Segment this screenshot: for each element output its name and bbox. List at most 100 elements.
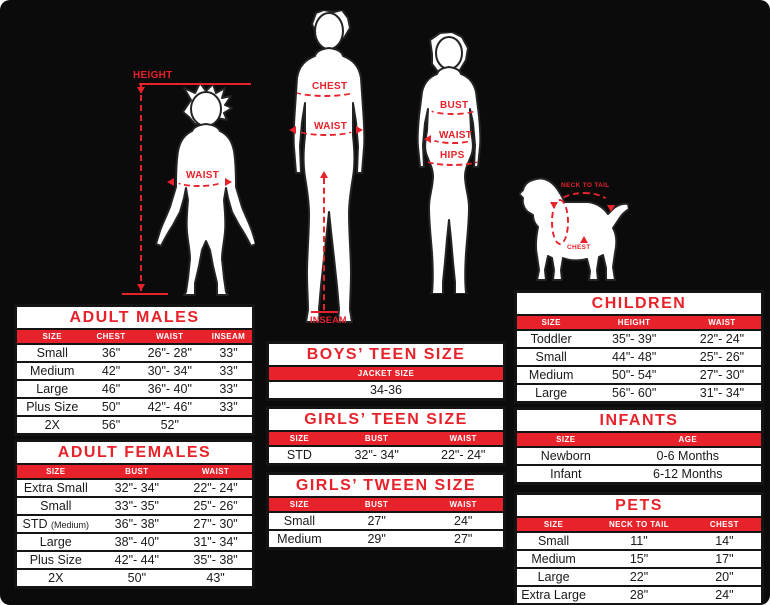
header-cell: SIZE bbox=[46, 467, 66, 476]
table-cell: Medium bbox=[531, 552, 576, 566]
table-row: Toddler 35"- 39" 22"- 24" bbox=[517, 331, 761, 349]
table-cell: Small bbox=[283, 514, 316, 528]
table-cell: 24" bbox=[715, 588, 734, 602]
table-row: Extra Small 32"- 34" 22"- 24" bbox=[17, 480, 252, 498]
table-header-row: SIZE HEIGHT WAIST bbox=[517, 316, 761, 331]
female-hips-line bbox=[424, 153, 481, 166]
header-cell: CHEST bbox=[96, 332, 126, 341]
header-cell: SIZE bbox=[289, 434, 310, 443]
table-header-row: SIZE CHEST WAIST INSEAM bbox=[17, 330, 252, 345]
table-title: ADULT MALES bbox=[17, 307, 252, 330]
table-cell: 43" bbox=[206, 571, 225, 585]
male-waist-left-arrow-icon bbox=[289, 126, 296, 134]
table-title: GIRLS’ TWEEN SIZE bbox=[269, 475, 503, 498]
table-cell: 25"- 26" bbox=[193, 499, 238, 513]
table-cell: Small bbox=[40, 499, 72, 513]
table-cell: 46" bbox=[101, 382, 121, 396]
header-cell: HEIGHT bbox=[617, 318, 651, 327]
table-cell: Large bbox=[39, 535, 72, 549]
header-cell: WAIST bbox=[449, 434, 477, 443]
dog-tail-arrow-icon bbox=[607, 205, 615, 212]
header-cell: SIZE bbox=[556, 435, 576, 444]
adult-male-silhouette bbox=[292, 10, 366, 323]
header-cell: WAIST bbox=[449, 500, 477, 509]
table-cell: 50" bbox=[127, 571, 147, 585]
header-cell: WAIST bbox=[201, 467, 230, 476]
table-row: Plus Size 42"- 44" 35"- 38" bbox=[17, 552, 252, 570]
table-row: 2X 56" 52" bbox=[17, 417, 252, 433]
header-cell: WAIST bbox=[708, 318, 736, 327]
table-header-row: SIZE BUST WAIST bbox=[269, 498, 503, 513]
pets-table: PETS SIZE NECK TO TAIL CHEST Small 11" 14" Medi… bbox=[514, 492, 764, 605]
table-cell-note: (Medium) bbox=[51, 520, 90, 530]
header-cell: JACKET SIZE bbox=[357, 369, 415, 378]
dog-neck-to-tail-label: NECK TO TAIL bbox=[561, 182, 610, 189]
table-row: Medium 42" 30"- 34" 33" bbox=[17, 363, 252, 381]
table-header-row: SIZE BUST WAIST bbox=[17, 465, 252, 480]
table-cell: 32"- 34" bbox=[114, 481, 159, 495]
header-cell: SIZE bbox=[541, 318, 561, 327]
table-cell: 36" bbox=[101, 346, 121, 360]
table-cell: 27"- 30" bbox=[193, 517, 238, 531]
table-cell: 22"- 24" bbox=[441, 448, 486, 462]
table-title: ADULT FEMALES bbox=[17, 442, 252, 465]
table-cell: Medium bbox=[528, 368, 574, 382]
male-inseam-top-arrow-icon bbox=[320, 171, 328, 178]
table-cell: Toddler bbox=[530, 332, 572, 346]
table-cell: 33" bbox=[219, 400, 238, 414]
table-row: 2X 50" 43" bbox=[17, 570, 252, 586]
table-cell: Plus Size bbox=[26, 400, 79, 414]
dog-chest-label: CHEST bbox=[567, 244, 591, 251]
table-title: BOYS’ TEEN SIZE bbox=[269, 344, 503, 367]
table-cell: 42"- 46" bbox=[147, 400, 192, 414]
table-cell: Small bbox=[535, 350, 567, 364]
table-title: PETS bbox=[517, 495, 761, 518]
table-cell: 11" bbox=[630, 534, 648, 548]
table-row: Small 36" 26"- 28" 33" bbox=[17, 345, 252, 363]
child-waist-left-arrow-icon bbox=[167, 178, 174, 186]
table-cell: 33" bbox=[219, 346, 238, 360]
dog-chest-line bbox=[551, 199, 569, 245]
male-waist-line bbox=[297, 124, 355, 136]
table-row: Large 22" 20" bbox=[517, 569, 761, 587]
table-cell: 27" bbox=[367, 514, 386, 528]
table-cell: 31"- 34" bbox=[699, 386, 745, 400]
table-cell: 33"- 35" bbox=[114, 499, 159, 513]
girls-tween-size-table: GIRLS’ TWEEN SIZE SIZE BUST WAIST Small 27" 24… bbox=[266, 472, 506, 550]
table-row: Small 27" 24" bbox=[269, 513, 503, 531]
table-cell: Plus Size bbox=[29, 553, 82, 567]
table-cell: 0-6 Months bbox=[656, 449, 720, 463]
table-cell: 26"- 28" bbox=[147, 346, 192, 360]
table-cell: 17" bbox=[715, 552, 734, 566]
table-cell: 56"- 60" bbox=[611, 386, 657, 400]
table-title: GIRLS’ TEEN SIZE bbox=[269, 409, 503, 432]
adult-females-table: ADULT FEMALES SIZE BUST WAIST Extra Small 32"… bbox=[14, 439, 255, 589]
girls-teen-size-table: GIRLS’ TEEN SIZE SIZE BUST WAIST STD 32"- 34"… bbox=[266, 406, 506, 466]
header-cell: BUST bbox=[364, 434, 389, 443]
table-cell: 34-36 bbox=[370, 383, 402, 397]
height-bottom-bar bbox=[122, 293, 168, 295]
table-cell: 29" bbox=[367, 532, 386, 546]
header-cell: NECK TO TAIL bbox=[608, 520, 670, 529]
header-cell: SIZE bbox=[289, 500, 310, 509]
child-waist-right-arrow-icon bbox=[225, 178, 232, 186]
table-cell: 33" bbox=[219, 364, 238, 378]
height-top-bar bbox=[139, 83, 251, 85]
boy-child-silhouette bbox=[155, 82, 255, 296]
header-cell: SIZE bbox=[543, 520, 564, 529]
table-cell: 33" bbox=[219, 382, 238, 396]
table-cell: 52" bbox=[160, 418, 179, 432]
table-cell: 15" bbox=[629, 552, 649, 566]
table-header-row: JACKET SIZE bbox=[269, 367, 503, 382]
table-row: Large 56"- 60" 31"- 34" bbox=[517, 385, 761, 401]
table-title: INFANTS bbox=[517, 410, 761, 433]
children-table: CHILDREN SIZE HEIGHT WAIST Toddler 35"- 39" 22… bbox=[514, 290, 764, 404]
female-waist-arrow-icon bbox=[424, 135, 431, 143]
table-row: Medium 29" 27" bbox=[269, 531, 503, 547]
table-cell: 6-12 Months bbox=[653, 467, 723, 481]
table-row: Large 38"- 40" 31"- 34" bbox=[17, 534, 252, 552]
table-cell: 36"- 40" bbox=[147, 382, 192, 396]
table-cell: Medium bbox=[30, 364, 75, 378]
table-row: Large 46" 36"- 40" 33" bbox=[17, 381, 252, 399]
